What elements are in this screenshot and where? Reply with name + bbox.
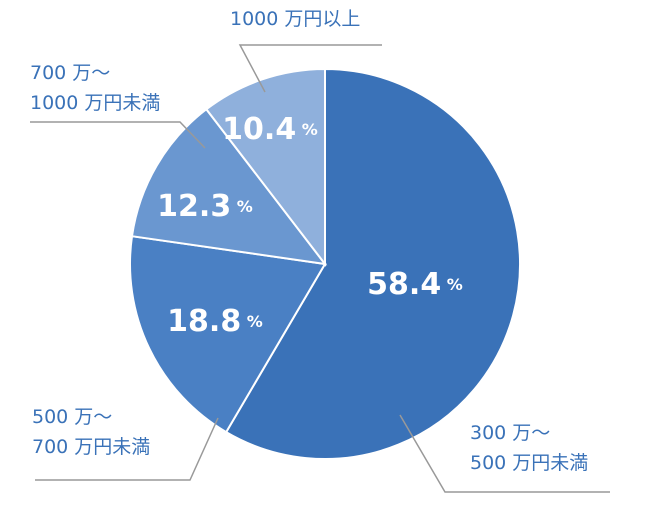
- category-label: 700 万〜 1000 万円未満: [30, 62, 161, 114]
- category-label: 1000 万円以上: [230, 8, 361, 30]
- value-label: 58.4 %: [367, 267, 463, 302]
- category-label: 300 万〜 500 万円未満: [470, 422, 589, 474]
- value-label: 18.8 %: [167, 304, 263, 339]
- leader-line: [30, 121, 206, 149]
- category-label: 500 万〜 700 万円未満: [32, 406, 151, 458]
- pie-slice: [204, 67, 326, 267]
- pie-slice: [129, 235, 327, 434]
- value-label: 12.3 %: [157, 189, 253, 224]
- leader-line: [238, 44, 382, 93]
- value-label: 10.4 %: [222, 112, 318, 147]
- pie-slice: [130, 107, 328, 266]
- leader-line: [35, 417, 219, 481]
- pie-slice: [224, 67, 521, 460]
- leader-line: [399, 414, 610, 493]
